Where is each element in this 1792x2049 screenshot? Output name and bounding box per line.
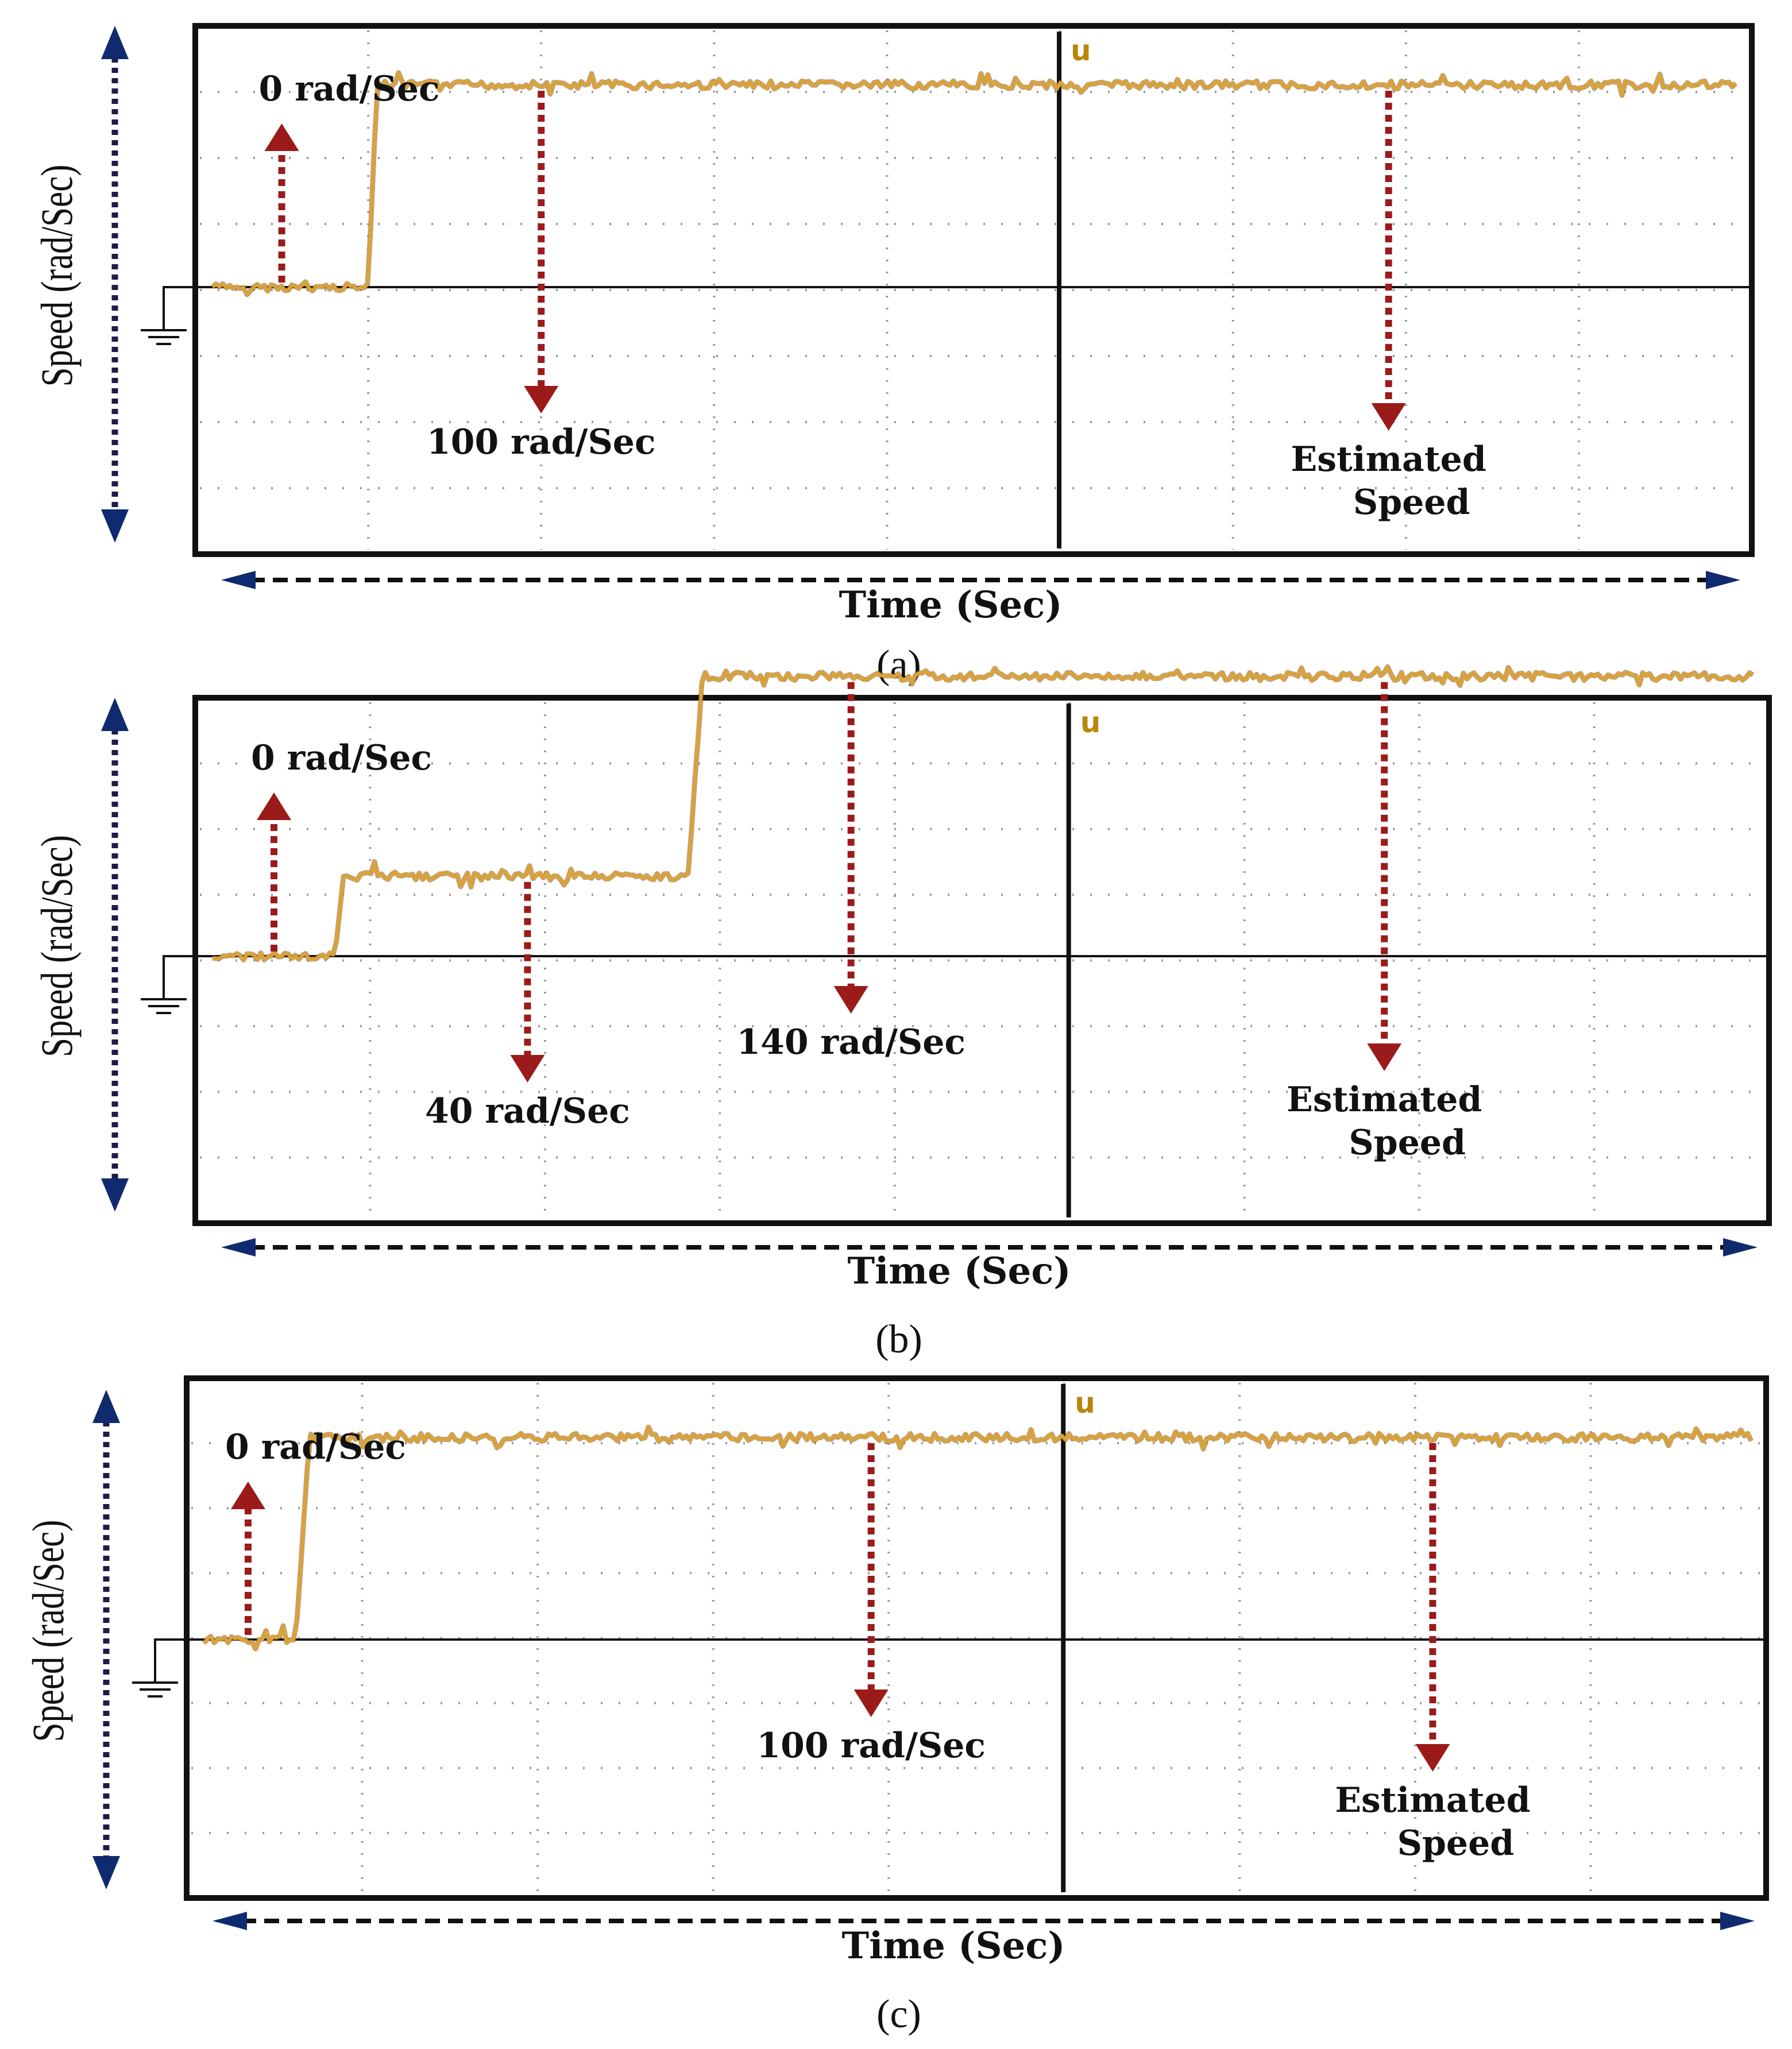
scope-frame xyxy=(192,23,1755,557)
x-axis-label: Time (Sec) xyxy=(839,583,1062,627)
y-axis-label: Speed (rad/Sec) xyxy=(33,165,82,387)
arrow-down-icon xyxy=(101,1178,129,1212)
arrow-down-icon xyxy=(92,1856,120,1889)
arrow-down-icon xyxy=(101,509,129,543)
y-axis-arrow xyxy=(92,1390,120,1889)
arrow-right-icon xyxy=(1706,571,1740,589)
annotation-label-line2: Speed xyxy=(1397,1823,1515,1864)
annotation-2: 140 rad/Sec xyxy=(736,682,965,1062)
estimated-speed-trace-shadow xyxy=(202,1424,1754,1652)
annotation-label: Estimated xyxy=(1287,1080,1482,1120)
annotation-label-line2: Speed xyxy=(1349,1123,1466,1163)
estimated-speed-trace-shadow xyxy=(211,70,1738,297)
arrow-up-icon xyxy=(101,698,129,731)
arrow-right-icon xyxy=(1720,1912,1755,1930)
scope-frame xyxy=(184,1375,1769,1901)
arrow-down-icon xyxy=(1415,1744,1450,1772)
arrow-down-icon xyxy=(1371,403,1406,431)
annotation-label: 0 rad/Sec xyxy=(251,738,432,778)
x-axis-label: Time (Sec) xyxy=(847,1250,1071,1293)
trigger-marker-icon: u xyxy=(1071,34,1091,67)
x-axis-arrow xyxy=(213,1912,1755,1930)
trigger-marker-icon: u xyxy=(1075,1386,1095,1420)
arrow-up-icon xyxy=(264,123,299,151)
arrow-right-icon xyxy=(1723,1238,1758,1257)
y-axis-label: Speed (rad/Sec) xyxy=(33,835,82,1057)
annotation-label: Estimated xyxy=(1291,439,1486,480)
trigger-marker-icon: u xyxy=(1080,706,1101,739)
ground-symbol-icon xyxy=(132,1638,187,1698)
annotation-1: 100 rad/Sec xyxy=(756,1443,986,1766)
annotation-1: 40 rad/Sec xyxy=(425,882,630,1131)
y-axis-arrow xyxy=(101,698,129,1212)
annotation-label: 40 rad/Sec xyxy=(425,1091,630,1131)
arrow-up-icon xyxy=(257,792,291,820)
estimated-speed-trace xyxy=(211,71,1737,296)
panel-caption: (b) xyxy=(875,1317,922,1362)
grid xyxy=(191,1383,1762,1893)
arrow-down-icon xyxy=(853,1690,889,1717)
arrow-up-icon xyxy=(92,1390,120,1423)
annotation-label: 100 rad/Sec xyxy=(427,422,656,462)
arrow-down-icon xyxy=(510,1055,545,1083)
arrow-left-icon xyxy=(221,571,256,589)
annotation-0: 0 rad/Sec xyxy=(259,69,440,283)
estimated-speed-trace xyxy=(202,1425,1753,1651)
x-axis-arrow xyxy=(221,1238,1758,1257)
arrow-left-icon xyxy=(221,1238,256,1257)
x-axis-label: Time (Sec) xyxy=(841,1924,1065,1967)
arrow-down-icon xyxy=(524,386,559,413)
annotation-label: 100 rad/Sec xyxy=(756,1726,986,1766)
grid xyxy=(200,702,1764,1219)
x-axis-arrow xyxy=(221,571,1740,589)
scope-frame xyxy=(192,695,1772,1226)
annotation-1: 100 rad/Sec xyxy=(427,91,656,462)
y-axis-label: Speed (rad/Sec) xyxy=(24,1520,74,1742)
estimated-speed-trace-shadow xyxy=(212,664,1755,962)
arrow-up-icon xyxy=(230,1482,265,1509)
arrow-down-icon xyxy=(1367,1043,1402,1071)
annotation-0: 0 rad/Sec xyxy=(251,738,432,952)
annotation-label: 140 rad/Sec xyxy=(736,1022,965,1062)
arrow-down-icon xyxy=(833,986,868,1014)
arrow-up-icon xyxy=(101,26,129,59)
annotation-label: 0 rad/Sec xyxy=(259,69,440,109)
estimated-speed-trace xyxy=(212,665,1754,962)
ground-symbol-icon xyxy=(141,286,195,345)
annotation-label: Estimated xyxy=(1335,1780,1530,1820)
annotation-0: 0 rad/Sec xyxy=(225,1427,406,1635)
annotation-label-line2: Speed xyxy=(1353,482,1470,523)
y-axis-arrow xyxy=(101,26,129,543)
panel-caption: (c) xyxy=(876,1992,921,2036)
ground-symbol-icon xyxy=(141,955,195,1014)
annotation-label: 0 rad/Sec xyxy=(225,1427,406,1467)
arrow-left-icon xyxy=(213,1912,247,1930)
oscilloscope-panel-b: u 0 rad/Sec 40 rad/Sec 140 rad/Sec Estimated… xyxy=(33,664,1772,1362)
